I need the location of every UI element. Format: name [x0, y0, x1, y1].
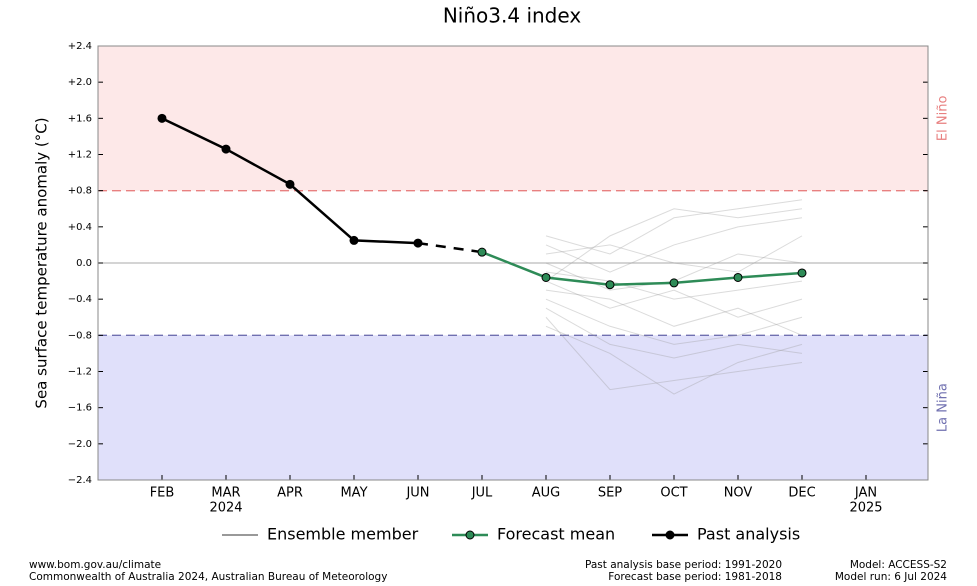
- y-axis-label: Sea surface temperature anomaly (°C): [33, 117, 51, 408]
- series-marker: [157, 113, 167, 123]
- plot-frame: [97, 45, 929, 481]
- ensemble-line: [545, 217, 803, 273]
- ensemble-line: [545, 280, 803, 318]
- footer-text: Commonwealth of Australia 2024, Australi…: [29, 571, 387, 583]
- y-tick-label: +0.8: [68, 186, 92, 197]
- ensemble-line: [545, 289, 803, 336]
- series-marker: [669, 278, 679, 288]
- series-marker: [221, 144, 231, 154]
- footer-text: Forecast base period: 1981-2018: [608, 571, 782, 583]
- x-year-label: 2025: [849, 501, 882, 516]
- series-marker: [541, 272, 551, 282]
- series-marker: [797, 268, 807, 278]
- y-tick-label: 0.0: [76, 258, 92, 269]
- footer-text: Model run: 6 Jul 2024: [835, 571, 947, 583]
- series-marker: [413, 238, 423, 248]
- y-tick-label: −1.2: [68, 367, 92, 378]
- x-tick-label: OCT: [660, 486, 687, 501]
- y-tick-label: +2.4: [68, 41, 92, 52]
- x-tick-label: SEP: [598, 486, 622, 501]
- threshold-band: [98, 335, 928, 480]
- ensemble-line: [545, 325, 803, 395]
- threshold-label: La Niña: [936, 383, 951, 432]
- x-tick-label: JAN: [854, 486, 877, 501]
- threshold-label: El Niño: [936, 96, 951, 142]
- footer-text: Past analysis base period: 1991-2020: [585, 559, 782, 571]
- ensemble-line: [545, 298, 803, 345]
- x-tick-label: AUG: [532, 486, 560, 501]
- series-marker: [477, 247, 487, 257]
- series-marker: [349, 235, 359, 245]
- y-tick-label: +1.6: [68, 113, 92, 124]
- y-tick-label: −2.0: [68, 439, 92, 450]
- footer-text: www.bom.gov.au/climate: [29, 559, 161, 571]
- series-marker: [733, 272, 743, 282]
- y-tick-label: +2.0: [68, 77, 92, 88]
- series-marker: [285, 179, 295, 189]
- ensemble-line: [545, 307, 803, 359]
- y-tick-label: +1.2: [68, 150, 92, 161]
- ensemble-line: [545, 199, 803, 255]
- x-tick-label: JUL: [471, 486, 493, 501]
- x-tick-label: JUN: [405, 486, 429, 501]
- series-line: [481, 250, 803, 286]
- transition-line: [417, 241, 483, 254]
- threshold-band: [98, 46, 928, 191]
- x-tick-label: MAY: [340, 486, 367, 501]
- legend-label: Past analysis: [697, 525, 800, 544]
- ensemble-line: [545, 316, 803, 391]
- ensemble-line: [545, 208, 803, 282]
- x-year-label: 2024: [209, 501, 242, 516]
- ensemble-line: [545, 271, 803, 300]
- legend-label: Forecast mean: [497, 525, 615, 544]
- y-tick-label: −0.8: [68, 330, 92, 341]
- chart-title: Niño3.4 index: [443, 4, 581, 28]
- legend-marker: [465, 530, 475, 540]
- legend-label: Ensemble member: [267, 525, 419, 544]
- y-tick-label: −0.4: [68, 294, 92, 305]
- x-tick-label: APR: [277, 486, 303, 501]
- footer-text: Model: ACCESS-S2: [850, 559, 947, 571]
- x-tick-label: NOV: [724, 486, 753, 501]
- series-marker: [605, 280, 615, 290]
- x-tick-label: FEB: [150, 486, 175, 501]
- y-tick-label: −1.6: [68, 403, 92, 414]
- y-tick-label: −2.4: [68, 475, 92, 486]
- y-tick-label: +0.4: [68, 222, 92, 233]
- x-tick-label: DEC: [788, 486, 815, 501]
- ensemble-line: [545, 235, 803, 273]
- legend-marker: [665, 530, 675, 540]
- x-tick-label: MAR: [211, 486, 240, 501]
